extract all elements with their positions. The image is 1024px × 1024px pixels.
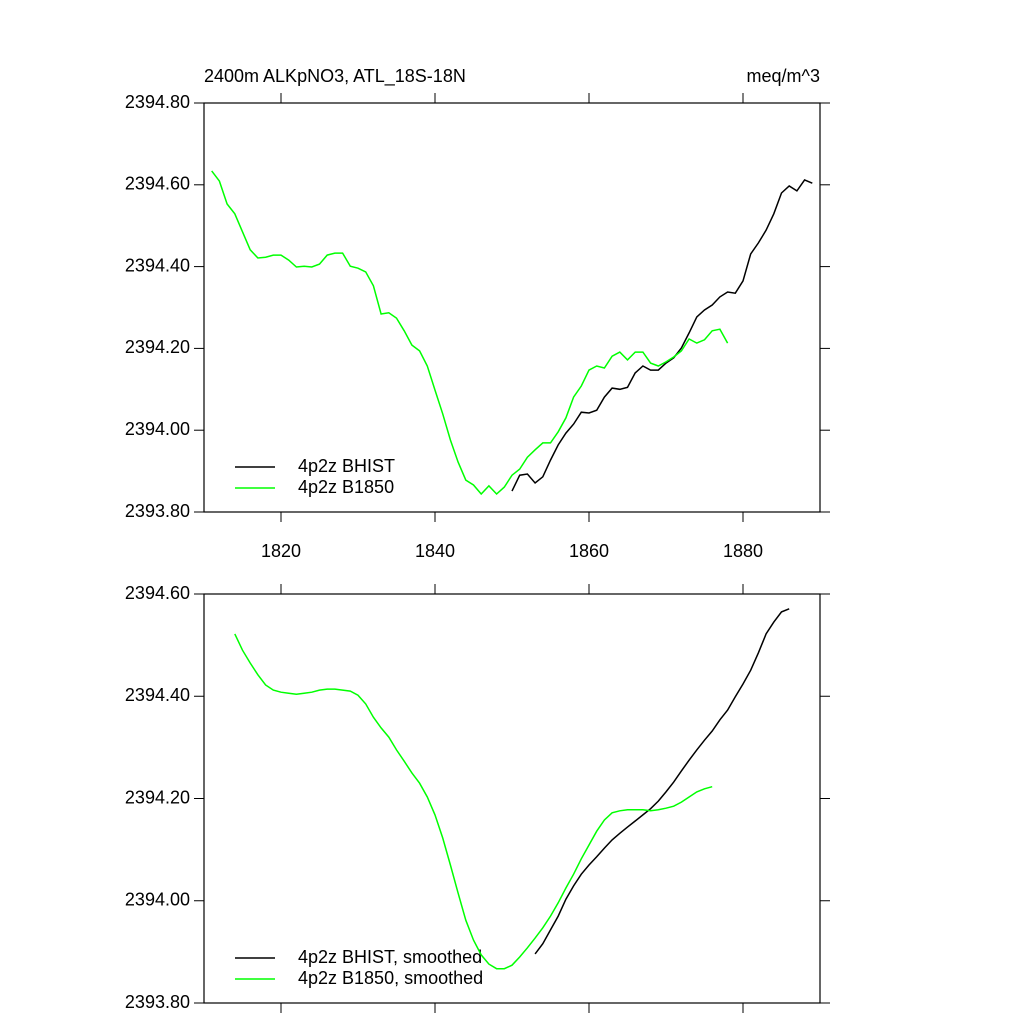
y-tick-label: 2394.60 bbox=[125, 583, 190, 603]
legend-label: 4p2z B1850, smoothed bbox=[298, 968, 483, 988]
legend-label: 4p2z BHIST, smoothed bbox=[298, 947, 482, 967]
y-tick-label: 2394.20 bbox=[125, 337, 190, 357]
legend-label: 4p2z B1850 bbox=[298, 477, 394, 497]
x-tick-label: 1840 bbox=[415, 541, 455, 561]
y-tick-label: 2394.40 bbox=[125, 685, 190, 705]
y-tick-label: 2394.80 bbox=[125, 92, 190, 112]
x-tick-label: 1880 bbox=[723, 541, 763, 561]
plot-frame bbox=[203, 102, 821, 513]
y-tick-label: 2393.80 bbox=[125, 501, 190, 521]
line-series bbox=[534, 608, 790, 955]
plot-frame bbox=[203, 593, 821, 1004]
line-series bbox=[511, 178, 813, 492]
legend-label: 4p2z BHIST bbox=[298, 456, 395, 476]
y-tick-label: 2394.00 bbox=[125, 419, 190, 439]
y-tick-label: 2394.40 bbox=[125, 255, 190, 275]
line-series bbox=[234, 633, 713, 970]
x-tick-label: 1860 bbox=[569, 541, 609, 561]
y-tick-label: 2394.60 bbox=[125, 174, 190, 194]
y-tick-label: 2394.20 bbox=[125, 787, 190, 807]
units-label: meq/m^3 bbox=[747, 66, 820, 86]
x-tick-label: 1820 bbox=[261, 541, 301, 561]
chart-title: 2400m ALKpNO3, ATL_18S-18N bbox=[204, 66, 466, 87]
y-tick-label: 2393.80 bbox=[125, 992, 190, 1012]
line-series bbox=[211, 170, 729, 496]
y-tick-label: 2394.00 bbox=[125, 890, 190, 910]
